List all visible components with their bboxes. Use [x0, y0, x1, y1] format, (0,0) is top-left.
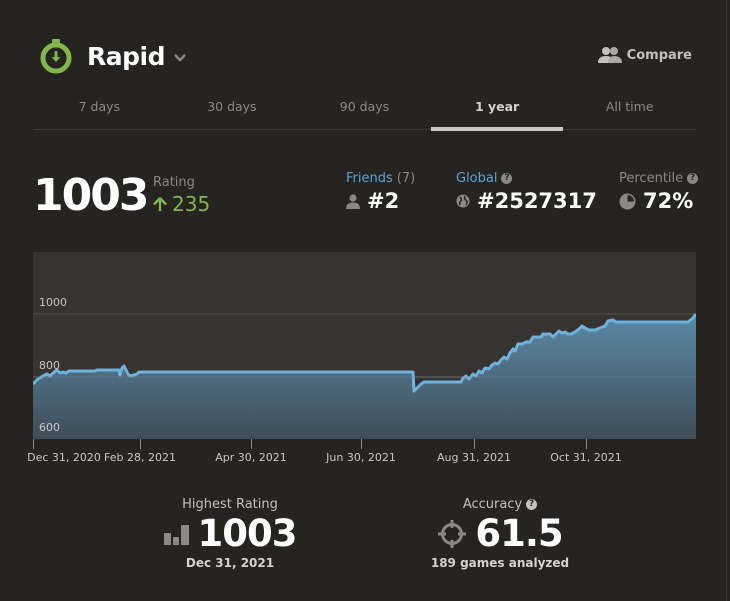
stopwatch-icon	[40, 39, 72, 74]
rating-label: Rating	[153, 175, 195, 190]
tab-1-year[interactable]: 1 year	[430, 92, 564, 131]
x-tick	[33, 439, 34, 449]
time-range-tabs: 7 days 30 days 90 days 1 year All time	[33, 92, 696, 131]
accuracy-label: Accuracy	[462, 497, 523, 512]
x-label: Aug 31, 2021	[437, 451, 511, 464]
game-type-title: Rapid	[87, 41, 165, 71]
y-tick-1000: 1000	[39, 296, 67, 309]
chevron-down-icon[interactable]	[173, 53, 187, 63]
y-tick-600: 600	[39, 421, 60, 434]
x-label: Oct 31, 2021	[550, 451, 622, 464]
friends-count: (7)	[396, 171, 416, 186]
pie-chart-icon	[619, 193, 636, 209]
users-icon	[597, 47, 622, 63]
accuracy-stat: Accuracy ? 61.5 189 games analyzed	[420, 497, 580, 570]
x-label: Dec 31, 2020	[27, 451, 101, 464]
rating-area-chart	[31, 313, 698, 439]
tab-30-days[interactable]: 30 days	[207, 99, 257, 114]
percentile-label: Percentile	[619, 171, 684, 186]
tab-7-days[interactable]: 7 days	[78, 99, 121, 114]
bar-chart-icon	[163, 525, 189, 545]
crosshair-icon	[438, 520, 467, 548]
friends-rank: #2	[367, 189, 400, 213]
friends-link[interactable]: Friends	[346, 171, 393, 186]
y-tick-800: 800	[39, 359, 60, 372]
x-axis: Dec 31, 2020 Feb 28, 2021 Apr 30, 2021 J…	[27, 439, 696, 469]
x-label: Apr 30, 2021	[215, 451, 287, 464]
x-tick	[586, 439, 587, 449]
help-icon[interactable]: ?	[687, 173, 699, 184]
highest-rating-stat: Highest Rating 1003 Dec 31, 2021	[150, 497, 310, 570]
tab-all-time[interactable]: All time	[605, 99, 654, 114]
compare-label: Compare	[626, 47, 692, 63]
rating-chart[interactable]: 1000 800 600	[31, 252, 698, 439]
highest-rating-value: 1003	[197, 512, 298, 555]
percentile-value: 72%	[643, 189, 694, 213]
x-tick	[140, 439, 141, 449]
game-type-selector[interactable]: Rapid	[40, 38, 187, 74]
user-icon	[346, 193, 360, 209]
global-stat: Global ? #2527317	[456, 171, 597, 213]
globe-icon	[456, 194, 470, 208]
compare-button[interactable]: Compare	[597, 46, 692, 64]
friends-stat: Friends (7) #2	[346, 171, 415, 213]
global-link[interactable]: Global	[456, 171, 498, 186]
help-icon[interactable]: ?	[526, 499, 538, 510]
percentile-stat: Percentile ? 72%	[619, 171, 699, 213]
current-rating: 1003	[33, 170, 149, 221]
games-analyzed: 189 games analyzed	[430, 556, 570, 570]
x-tick	[251, 439, 252, 449]
x-tick	[474, 439, 475, 449]
highest-rating-label: Highest Rating	[182, 497, 278, 512]
x-tick	[361, 439, 362, 449]
rating-change: 235	[153, 192, 210, 216]
x-label: Jun 30, 2021	[326, 451, 396, 464]
help-icon[interactable]: ?	[501, 173, 513, 184]
arrow-up-icon	[153, 196, 167, 211]
rating-change-value: 235	[172, 192, 211, 216]
highest-rating-date: Dec 31, 2021	[185, 556, 275, 570]
global-rank: #2527317	[477, 189, 597, 213]
x-label: Feb 28, 2021	[104, 451, 176, 464]
accuracy-value: 61.5	[475, 512, 563, 555]
tab-90-days[interactable]: 90 days	[339, 99, 390, 114]
